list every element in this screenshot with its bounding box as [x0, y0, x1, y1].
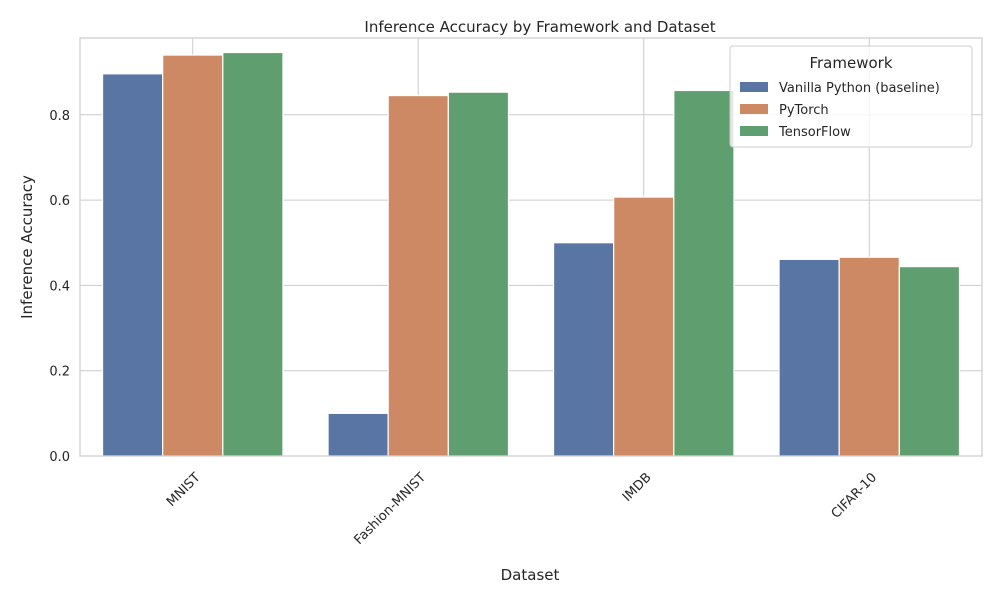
bar-pytorch-cifar-10: [838, 256, 900, 457]
bar-vanilla-python-baseline--fashion-mnist: [327, 412, 389, 457]
legend-swatch: [740, 126, 768, 136]
x-tick-label: CIFAR-10: [829, 470, 880, 521]
legend-box: [729, 45, 973, 148]
x-axis-title: Dataset: [501, 566, 560, 584]
bar-pytorch-fashion-mnist: [387, 94, 449, 457]
legend-entries: Vanilla Python (baseline) PyTorch TensorFl…: [740, 81, 940, 140]
y-tick-label: 0.6: [49, 194, 70, 209]
plot-area: 0.0 0.2 0.4 0.6 0.8 MNIST Fashion-MNIST IMDB CIF…: [49, 37, 983, 548]
legend-title: Framework: [809, 54, 892, 72]
y-tick-label: 0.0: [49, 450, 70, 465]
bar-vanilla-python-baseline--cifar-10: [778, 258, 840, 457]
bar-tensorflow-imdb: [673, 89, 735, 457]
legend: Framework Vanilla Python (baseline) PyTor…: [729, 45, 973, 148]
x-tick-label: IMDB: [620, 470, 655, 505]
x-tick-label: Fashion-MNIST: [351, 470, 429, 548]
bar-vanilla-python-baseline--imdb: [552, 242, 615, 457]
legend-swatch: [740, 104, 768, 114]
y-tick-label: 0.2: [49, 365, 70, 380]
plot-frame: [79, 37, 983, 457]
legend-label: Vanilla Python (baseline): [779, 81, 940, 96]
y-tick-label: 0.4: [49, 279, 70, 294]
legend-label: PyTorch: [779, 103, 829, 118]
legend-swatch: [740, 82, 768, 92]
y-axis-title: Inference Accuracy: [18, 175, 36, 319]
y-tick-label: 0.8: [49, 109, 70, 124]
bar-pytorch-imdb: [613, 196, 675, 457]
legend-label: TensorFlow: [778, 125, 851, 140]
x-tick-label: MNIST: [164, 470, 204, 510]
bar-tensorflow-fashion-mnist: [447, 91, 510, 457]
chart-title: Inference Accuracy by Framework and Data…: [364, 18, 715, 36]
bar-tensorflow-mnist: [222, 51, 284, 457]
bar-pytorch-mnist: [162, 54, 224, 457]
bar-tensorflow-cifar-10: [898, 266, 961, 457]
bar-vanilla-python-baseline--mnist: [101, 73, 164, 457]
